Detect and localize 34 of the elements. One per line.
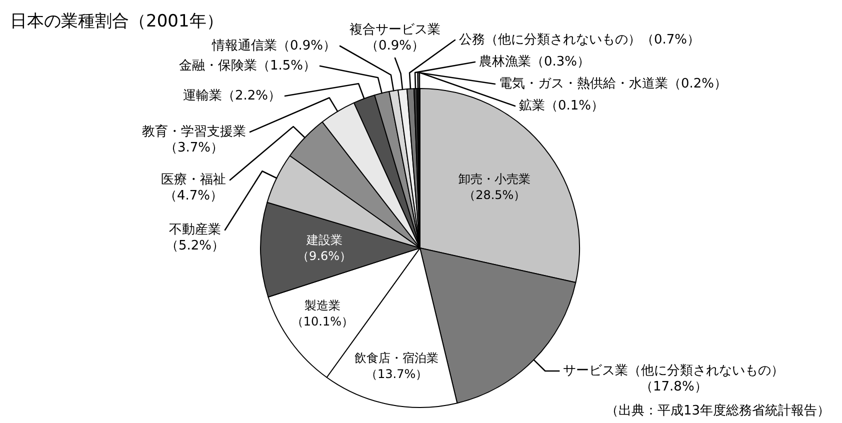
data-label: （0.9%） [365,38,425,54]
slice-label: 飲食店・宿泊業 [354,351,439,366]
data-label: （10.1%） [291,314,354,329]
data-label: （2.2%） [222,88,282,104]
slice-label: 製造業 [304,298,340,313]
data-label: （5.2%） [165,238,225,254]
slice-label: 教育・学習支援業 [142,123,246,140]
slice-label: 情報通信業 [210,38,277,54]
slice-label: 医療・福祉 [161,172,226,188]
data-label: （0.7%） [641,32,700,48]
slice-label: 不動産業 [169,221,221,238]
slice-label: 電気・ガス・熱供給・水道業 [499,76,668,92]
slice-label: サービス業（他に分類されないもの） [563,363,784,378]
data-label: （1.5%） [256,58,316,74]
data-label: （0.1%） [545,98,604,114]
slice-label: 複合サービス業 [350,22,440,38]
slice-label: 金融・保険業 [178,58,257,74]
data-label: （13.7%） [366,367,428,382]
slice-label: 農林漁業 [479,54,531,70]
data-label: （17.8%） [640,379,708,394]
data-label: （0.3%） [531,54,590,70]
data-label: （28.5%） [464,188,526,202]
chart-title: 日本の業種割合（2001年） [10,11,224,32]
data-label: （3.7%） [164,140,224,156]
data-label: （0.2%） [668,76,728,92]
slice-label: 卸売・小売業 [458,172,531,186]
data-label: （4.7%） [164,188,224,204]
text: （出典：平成13年度総務省統計報告） [605,402,830,418]
slice-label: 運輸業 [182,88,222,104]
data-label: （0.9%） [276,38,336,54]
slice-label: 公務（他に分類されないもの） [459,32,641,48]
data-label: （9.6%） [297,249,352,264]
slice-label: 建設業 [305,233,342,248]
slice-label: 鉱業 [519,98,545,114]
